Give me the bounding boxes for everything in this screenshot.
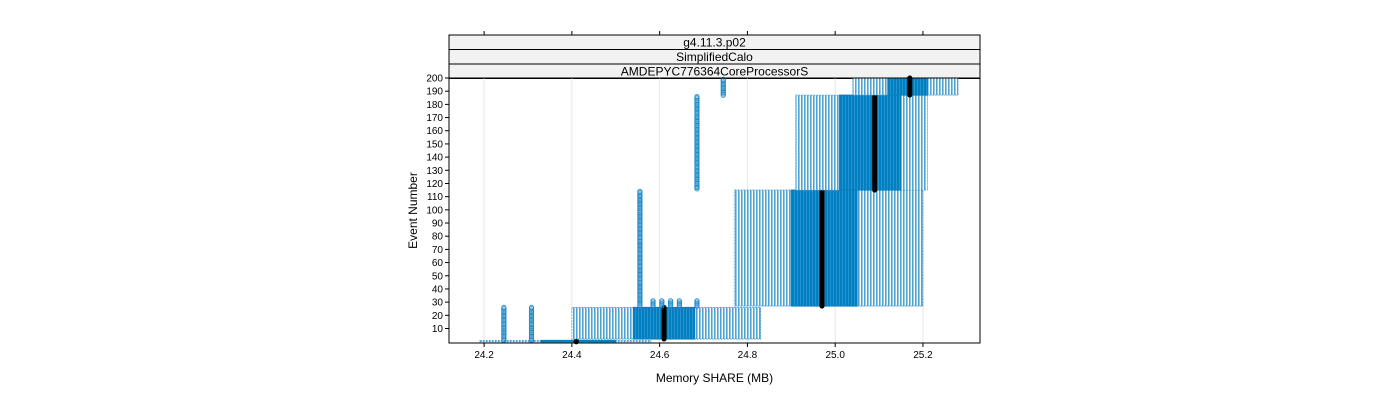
y-tick-label-9: 100	[426, 205, 443, 216]
y-tick-label-1: 20	[432, 311, 444, 322]
outlier-run-3	[650, 298, 656, 309]
y-tick-label-5: 60	[432, 258, 444, 269]
x-tick-label-1: 24.4	[562, 350, 582, 361]
box-band-0	[479, 337, 652, 345]
outlier-point	[637, 188, 643, 194]
y-tick-label-0: 10	[432, 324, 444, 335]
y-tick-label-16: 170	[426, 113, 443, 124]
y-tick-label-10: 110	[427, 192, 443, 203]
outlier-run-0	[501, 304, 507, 343]
y-tick-label-11: 120	[426, 179, 443, 190]
x-tick-label-5: 25.2	[913, 350, 933, 361]
y-tick-label-8: 90	[432, 219, 444, 230]
outlier-run-5	[668, 298, 674, 309]
outlier-point	[720, 76, 726, 82]
box-band-4	[852, 75, 959, 98]
y-tick-label-15: 160	[426, 126, 443, 137]
outlier-run-6	[676, 298, 682, 309]
box-band-3	[795, 92, 928, 193]
outlier-run-9	[720, 76, 726, 98]
box-iqr-3	[839, 94, 902, 191]
x-tick-label-2: 24.6	[650, 350, 670, 361]
outlier-point	[659, 298, 665, 304]
outlier-point	[676, 298, 682, 304]
x-tick-label-4: 25.0	[825, 350, 845, 361]
box-band-1	[571, 304, 761, 342]
y-tick-label-13: 140	[426, 153, 443, 164]
y-tick-label-2: 30	[432, 298, 444, 309]
x-axis-title: Memory SHARE (MB)	[656, 371, 773, 385]
box-band-2	[733, 187, 924, 309]
outlier-point	[650, 298, 656, 304]
strip-2-label: AMDEPYC776364CoreProcessorS	[621, 65, 808, 79]
strip-header: g4.11.3.p02SimplifiedCaloAMDEPYC776364Co…	[448, 34, 981, 79]
y-tick-label-7: 80	[432, 232, 444, 243]
y-tick-label-14: 150	[426, 139, 443, 150]
outlier-run-4	[659, 298, 665, 309]
outlier-point	[694, 93, 700, 100]
y-tick-label-3: 40	[432, 284, 444, 295]
outlier-point	[668, 298, 674, 304]
outlier-point	[501, 304, 507, 311]
y-tick-label-4: 50	[432, 271, 444, 282]
box-series	[479, 75, 959, 345]
outlier-series	[501, 76, 726, 343]
y-tick-label-12: 130	[426, 166, 443, 177]
x-tick-label-3: 24.8	[738, 350, 758, 361]
outlier-run-7	[694, 298, 700, 309]
x-axis: 24.2 24.4 24.6 24.8 25.0 25.2	[474, 31, 933, 361]
y-tick-label-19: 200	[426, 74, 443, 85]
outlier-point	[694, 298, 700, 304]
outlier-run-8	[694, 93, 700, 192]
outlier-point	[528, 304, 535, 311]
strip-1-label: SimplifiedCalo	[676, 50, 753, 64]
x-tick-label-0: 24.2	[474, 350, 494, 361]
panel-frame	[448, 77, 981, 344]
y-tick-label-17: 180	[426, 100, 443, 111]
y-axis-title: Event Number	[406, 172, 420, 249]
y-axis: 10 20 30 40 50 60 70 80 90 100 110 120 130 140 150 160 1…	[426, 74, 449, 335]
outlier-run-1	[528, 304, 535, 343]
strip-0-label: g4.11.3.p02	[683, 36, 746, 50]
outlier-run-2	[637, 188, 643, 309]
y-tick-label-6: 70	[432, 245, 444, 256]
y-tick-label-18: 190	[426, 87, 443, 98]
